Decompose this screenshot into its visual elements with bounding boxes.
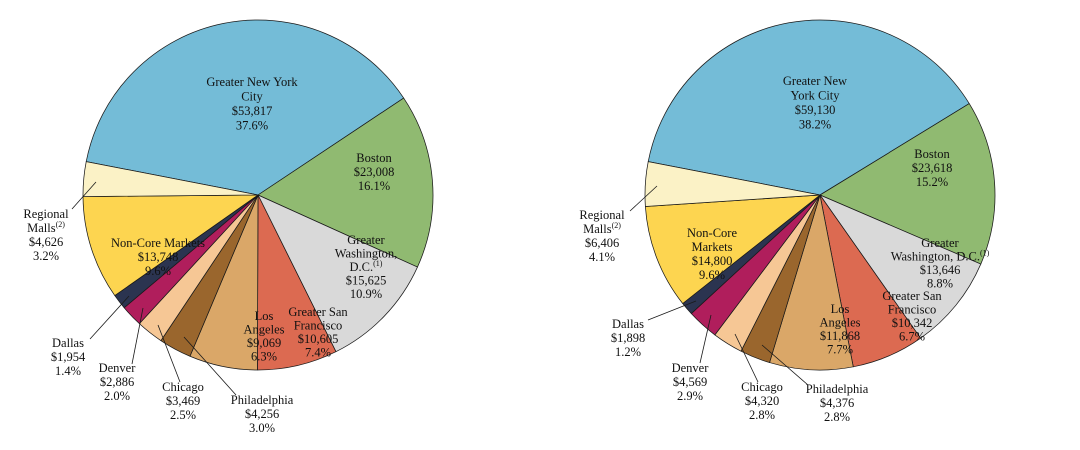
slice-label-chicago: Chicago $4,320 2.8% bbox=[741, 380, 783, 422]
leader-line-malls bbox=[71, 181, 97, 210]
slice-label-dallas: Dallas $1,898 1.2% bbox=[611, 317, 645, 359]
pie-slice-dc bbox=[257, 194, 418, 353]
leader-line-denver bbox=[699, 314, 712, 364]
leader-line-malls bbox=[629, 185, 658, 212]
leader-line-dallas bbox=[89, 295, 130, 340]
slice-label-noncore: Non-Core Markets $14,800 9.6% bbox=[687, 226, 737, 282]
pie-slice-nyc bbox=[647, 19, 970, 196]
slice-label-malls: Regional Malls(2) $4,626 3.2% bbox=[23, 207, 69, 263]
slice-label-sf: Greater San Francisco $10,605 7.4% bbox=[288, 305, 348, 360]
slice-label-dc: Greater Washington, D.C.(1) $15,625 10.9% bbox=[335, 233, 398, 301]
slice-label-la: Los Angeles $11,868 7.7% bbox=[820, 302, 861, 357]
pie-slice-nyc bbox=[85, 19, 405, 196]
pie-slice-boston bbox=[819, 103, 996, 265]
slice-label-noncore: Non-Core Markets $13,748 9.6% bbox=[111, 236, 205, 278]
slice-label-boston: Boston $23,008 16.1% bbox=[354, 151, 395, 193]
slice-label-philly: Philadelphia $4,256 3.0% bbox=[231, 393, 294, 435]
chart-right: Greater New York City $59,130 38.2% Boston $2… bbox=[540, 0, 1080, 450]
footnote-marker: (1) bbox=[980, 249, 990, 258]
pie-slice-boston bbox=[257, 97, 434, 268]
slice-label-malls: Regional Malls(2) $6,406 4.1% bbox=[579, 208, 625, 264]
slice-label-chicago: Chicago $3,469 2.5% bbox=[162, 380, 204, 422]
slice-label-dc: Greater Washington, D.C.(1) $13,646 8.8% bbox=[891, 236, 990, 291]
pie-slice-malls bbox=[644, 161, 821, 207]
slice-label-la: Los Angeles $9,069 6.3% bbox=[244, 309, 285, 364]
pie-slice-noncore bbox=[82, 194, 259, 296]
slice-label-sf: Greater San Francisco $10,342 6.7% bbox=[882, 289, 942, 344]
pie-slice-dc bbox=[819, 194, 982, 339]
leader-line-philly bbox=[183, 336, 237, 396]
leader-line-dallas bbox=[647, 300, 697, 321]
slice-label-nyc: Greater New York City $53,817 37.6% bbox=[206, 75, 298, 133]
slice-label-philly: Philadelphia $4,376 2.8% bbox=[806, 382, 869, 424]
slice-label-nyc: Greater New York City $59,130 38.2% bbox=[783, 74, 847, 132]
footnote-marker: (1) bbox=[373, 259, 383, 268]
slice-label-boston: Boston $23,618 15.2% bbox=[912, 147, 953, 189]
slice-label-denver: Denver $4,569 2.9% bbox=[672, 361, 710, 403]
slice-label-dallas: Dallas $1,954 1.4% bbox=[51, 336, 86, 378]
leader-line-chicago bbox=[157, 324, 181, 383]
pie-slice-noncore bbox=[645, 194, 821, 304]
slice-label-denver: Denver $2,886 2.0% bbox=[99, 361, 137, 403]
chart-left: Greater New York City $53,817 37.6% Boston $2… bbox=[23, 19, 434, 435]
pie-chart-left: Greater New York City $53,817 37.6% Boston $2… bbox=[23, 19, 434, 435]
leader-line-denver bbox=[131, 307, 144, 365]
leader-line-chicago bbox=[734, 333, 759, 383]
footnote-marker: (2) bbox=[612, 221, 622, 230]
footnote-marker: (2) bbox=[56, 220, 66, 229]
leader-line-philly bbox=[761, 344, 809, 386]
pie-chart-right: Greater New York City $59,130 38.2% Boston $2… bbox=[579, 19, 996, 424]
